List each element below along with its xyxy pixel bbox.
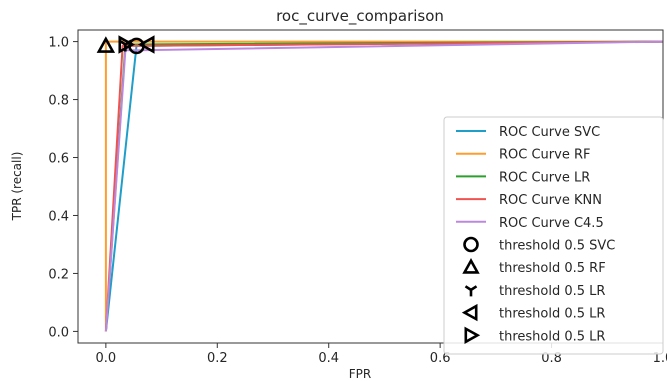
y-tick-label-3: 0.6	[48, 152, 69, 167]
x-tick-label-4: 0.8	[541, 351, 562, 366]
y-tick-label-2: 0.4	[48, 209, 69, 224]
legend-marker-3	[464, 285, 478, 297]
legend-label-4: ROC Curve KNN	[499, 193, 602, 208]
y-tick-label-0: 0.0	[48, 325, 69, 340]
legend-label-5: ROC Curve C4.5	[499, 216, 604, 231]
legend-threshold-label-4: threshold 0.5 LR	[499, 307, 605, 322]
y-tick-label-4: 0.8	[48, 94, 69, 109]
legend-marker-5	[464, 326, 481, 345]
y-axis-label: TPR (recall)	[10, 152, 24, 222]
legend-label-3: ROC Curve LR	[499, 170, 590, 185]
y-tick-label-5: 1.0	[48, 36, 69, 51]
series-line-4	[104, 40, 664, 332]
x-tick-label-3: 0.6	[430, 351, 451, 366]
x-tick-label-0: 0.0	[96, 351, 117, 366]
legend-marker-4	[461, 303, 478, 322]
threshold-marker-2	[96, 36, 116, 53]
x-tick-label-1: 0.2	[207, 351, 228, 366]
legend-marker-1	[463, 236, 479, 253]
legend-label-2: ROC Curve RF	[499, 148, 590, 163]
x-tick-label-2: 0.4	[318, 351, 339, 366]
x-tick-label-5: 1.0	[653, 351, 667, 366]
legend-threshold-label-2: threshold 0.5 RF	[499, 261, 606, 276]
x-axis-label: FPR	[349, 367, 371, 381]
legend-box	[443, 116, 664, 355]
legend-threshold-label-5: threshold 0.5 LR	[499, 329, 605, 344]
threshold-marker-4	[137, 35, 155, 54]
legend-threshold-label-1: threshold 0.5 SVC	[499, 239, 615, 254]
legend: ROC Curve SVC ROC Curve RF ROC Curve LR ROC…	[443, 116, 664, 355]
threshold-marker-5	[118, 35, 136, 54]
y-tick-label-1: 0.2	[48, 267, 69, 282]
chart-title: roc_curve_comparison	[276, 7, 444, 26]
legend-marker-2	[462, 258, 480, 274]
legend-label-1: ROC Curve SVC	[499, 125, 600, 140]
legend-threshold-label-3: threshold 0.5 LR	[499, 284, 605, 299]
